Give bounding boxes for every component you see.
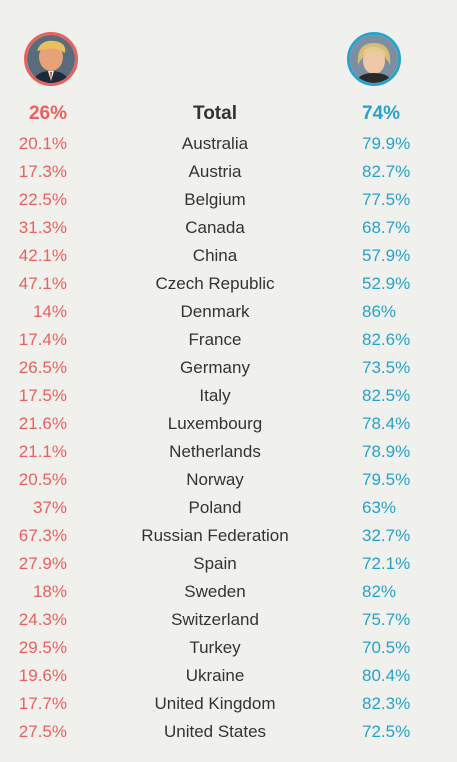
table-row: 17.5% Italy 82.5% — [0, 382, 457, 410]
table-row: 21.1% Netherlands 78.9% — [0, 438, 457, 466]
right-value: 72.5% — [362, 722, 411, 741]
country-name: Italy — [199, 386, 231, 405]
left-value: 29.5% — [18, 638, 67, 657]
right-value: 70.5% — [362, 638, 411, 657]
table-row: 18% Sweden 82% — [0, 578, 457, 606]
left-value: 19.6% — [18, 666, 67, 685]
left-value: 21.1% — [18, 442, 67, 461]
table-row: 31.3% Canada 68.7% — [0, 214, 457, 242]
table-row: 20.1% Australia 79.9% — [0, 130, 457, 158]
left-total-value: 26% — [28, 103, 67, 124]
left-value: 47.1% — [18, 274, 67, 293]
right-value: 82.5% — [362, 386, 411, 405]
right-value: 68.7% — [362, 218, 411, 237]
right-value: 82.3% — [362, 694, 411, 713]
country-name: Switzerland — [171, 610, 259, 629]
country-name: Russian Federation — [141, 526, 289, 545]
table-row: 42.1% China 57.9% — [0, 242, 457, 270]
right-value: 75.7% — [362, 610, 411, 629]
table-row: 22.5% Belgium 77.5% — [0, 186, 457, 214]
table-row: 14% Denmark 86% — [0, 298, 457, 326]
clinton-portrait-icon — [347, 32, 401, 86]
country-name: Spain — [193, 554, 237, 573]
country-name: Australia — [181, 134, 249, 153]
left-value: 17.7% — [18, 694, 67, 713]
right-value: 80.4% — [362, 666, 411, 685]
right-value: 82.6% — [362, 330, 411, 349]
right-value: 77.5% — [362, 190, 411, 209]
right-value: 79.9% — [362, 134, 411, 153]
country-name: Czech Republic — [155, 274, 275, 293]
country-name: Germany — [180, 358, 250, 377]
left-value: 14% — [32, 302, 67, 321]
right-value: 86% — [362, 302, 397, 321]
country-name: Poland — [188, 498, 242, 517]
table-row: 47.1% Czech Republic 52.9% — [0, 270, 457, 298]
right-total-value: 74% — [362, 103, 401, 124]
table-row: 19.6% Ukraine 80.4% — [0, 662, 457, 690]
right-value: 73.5% — [362, 358, 411, 377]
left-value: 37% — [32, 498, 67, 517]
left-value: 42.1% — [18, 246, 67, 265]
country-name: Belgium — [184, 190, 246, 209]
left-value: 17.4% — [18, 330, 67, 349]
trump-portrait-icon — [24, 32, 78, 86]
left-value: 17.3% — [18, 162, 67, 181]
right-value: 78.9% — [362, 442, 411, 461]
left-value: 20.1% — [18, 134, 67, 153]
left-value: 31.3% — [18, 218, 67, 237]
left-value: 18% — [32, 582, 67, 601]
table-row: 17.3% Austria 82.7% — [0, 158, 457, 186]
country-name: United Kingdom — [154, 694, 276, 713]
right-value: 52.9% — [362, 274, 411, 293]
country-name: Luxembourg — [167, 414, 263, 433]
country-name: Netherlands — [169, 442, 261, 461]
right-value: 72.1% — [362, 554, 411, 573]
total-row: 26% Total 74% — [0, 100, 457, 128]
right-value: 32.7% — [362, 526, 411, 545]
left-value: 26.5% — [18, 358, 67, 377]
country-name: France — [188, 330, 242, 349]
table-row: 20.5% Norway 79.5% — [0, 466, 457, 494]
table-row: 26.5% Germany 73.5% — [0, 354, 457, 382]
table-row: 24.3% Switzerland 75.7% — [0, 606, 457, 634]
country-name: China — [192, 246, 238, 265]
country-name: Canada — [185, 218, 245, 237]
table-row: 21.6% Luxembourg 78.4% — [0, 410, 457, 438]
table-row: 17.7% United Kingdom 82.3% — [0, 690, 457, 718]
right-value: 63% — [362, 498, 397, 517]
left-value: 22.5% — [18, 190, 67, 209]
country-name: United States — [163, 722, 267, 741]
table-row: 29.5% Turkey 70.5% — [0, 634, 457, 662]
left-value: 67.3% — [18, 526, 67, 545]
left-value: 27.5% — [18, 722, 67, 741]
country-name: Sweden — [184, 582, 246, 601]
left-value: 17.5% — [18, 386, 67, 405]
table-row: 37% Poland 63% — [0, 494, 457, 522]
left-value: 24.3% — [18, 610, 67, 629]
right-value: 78.4% — [362, 414, 411, 433]
table-row: 27.5% United States 72.5% — [0, 718, 457, 746]
table-row: 27.9% Spain 72.1% — [0, 550, 457, 578]
left-value: 20.5% — [18, 470, 67, 489]
country-name: Turkey — [189, 638, 241, 657]
right-value: 79.5% — [362, 470, 411, 489]
left-value: 21.6% — [18, 414, 67, 433]
total-label: Total — [193, 103, 237, 124]
country-name: Austria — [188, 162, 242, 181]
table-row: 17.4% France 82.6% — [0, 326, 457, 354]
left-value: 27.9% — [18, 554, 67, 573]
right-value: 82% — [362, 582, 397, 601]
country-name: Ukraine — [185, 666, 245, 685]
right-value: 57.9% — [362, 246, 411, 265]
country-name: Denmark — [180, 302, 250, 321]
right-value: 82.7% — [362, 162, 411, 181]
table-row: 67.3% Russian Federation 32.7% — [0, 522, 457, 550]
country-name: Norway — [186, 470, 244, 489]
